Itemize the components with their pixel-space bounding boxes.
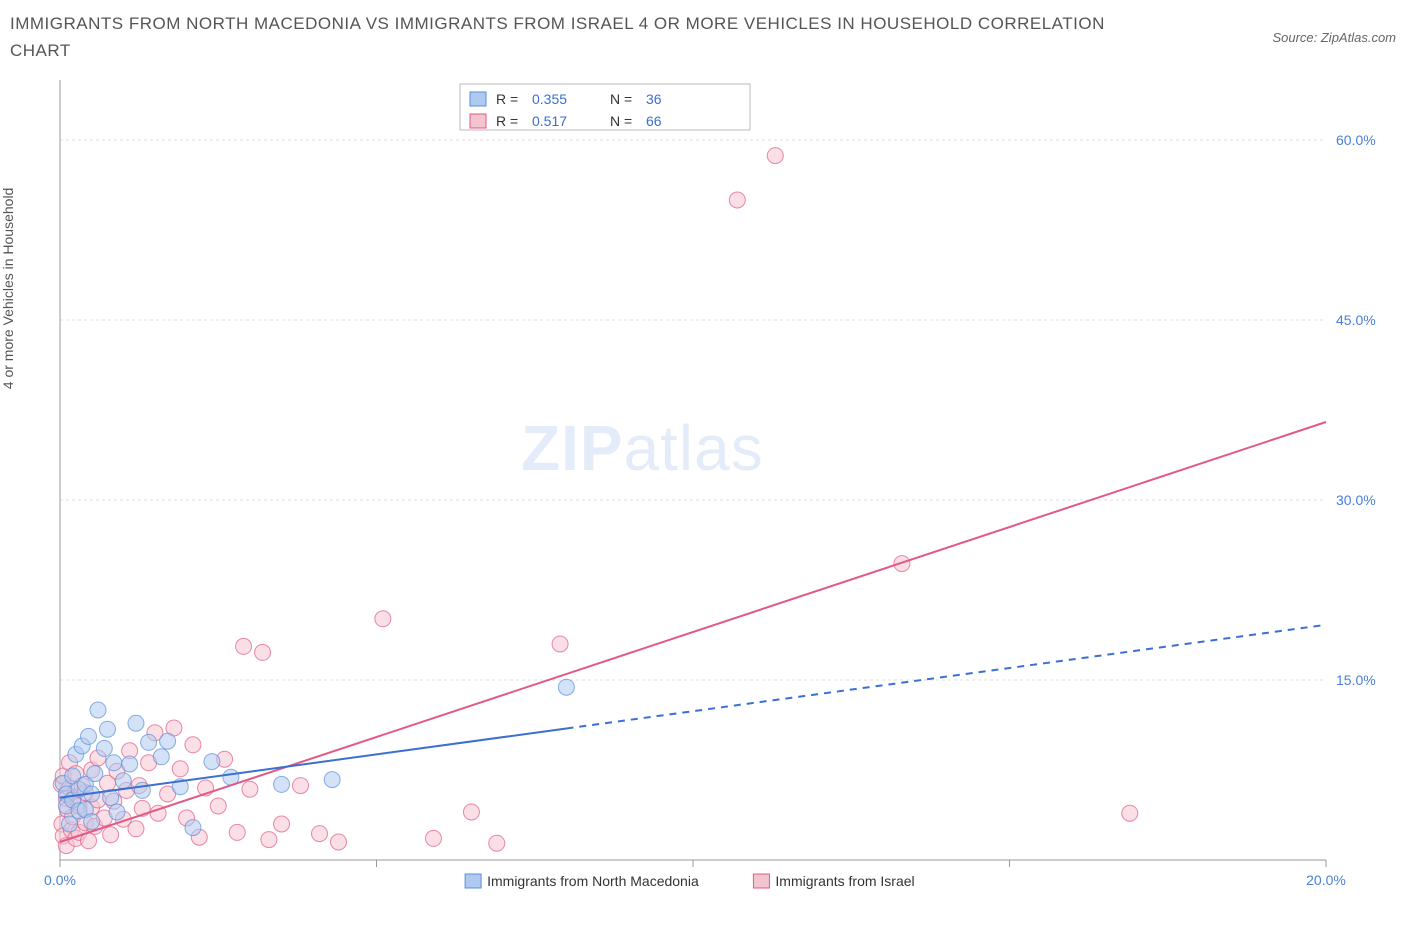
pink-point — [767, 148, 783, 164]
legend-n-value: 66 — [646, 113, 662, 129]
pink-point — [229, 825, 245, 841]
blue-point — [128, 716, 144, 732]
y-tick-label: 30.0% — [1336, 492, 1376, 508]
blue-point — [185, 820, 201, 836]
pink-point — [255, 645, 271, 661]
pink-point — [489, 836, 505, 852]
bottom-legend-label: Immigrants from North Macedonia — [487, 873, 699, 889]
pink-point — [172, 761, 188, 777]
pink-point — [242, 782, 258, 798]
legend-n-label: N = — [610, 91, 632, 107]
blue-point — [99, 722, 115, 738]
watermark: ZIPatlas — [521, 412, 764, 484]
pink-point — [274, 816, 290, 832]
blue-point — [122, 756, 138, 772]
blue-point — [115, 773, 131, 789]
bottom-legend-label: Immigrants from Israel — [775, 873, 914, 889]
bottom-legend-swatch — [465, 874, 481, 888]
blue-point — [558, 680, 574, 696]
blue-point — [106, 755, 122, 771]
blue-point — [87, 766, 103, 782]
pink-point — [103, 827, 119, 843]
y-axis-label: 4 or more Vehicles in Household — [0, 188, 16, 390]
correlation-chart: 15.0% 30.0% 45.0% 60.0% 0.0% 20.0% ZIPatlas R =… — [10, 70, 1396, 910]
legend-swatch — [470, 114, 486, 128]
blue-point — [90, 702, 106, 718]
y-tick-label: 45.0% — [1336, 312, 1376, 328]
blue-point — [153, 749, 169, 765]
pink-point — [463, 804, 479, 820]
x-tick-label: 0.0% — [44, 872, 76, 888]
blue-point — [324, 772, 340, 788]
blue-point — [204, 754, 220, 770]
blue-point — [61, 816, 77, 832]
y-tick-label: 60.0% — [1336, 132, 1376, 148]
blue-point — [160, 734, 176, 750]
x-tick-label: 20.0% — [1306, 872, 1346, 888]
blue-point — [274, 777, 290, 793]
bottom-legend-swatch — [753, 874, 769, 888]
pink-point — [312, 826, 328, 842]
pink-point — [261, 832, 277, 848]
pink-point — [375, 611, 391, 627]
legend-n-value: 36 — [646, 91, 662, 107]
y-tick-label: 15.0% — [1336, 672, 1376, 688]
blue-point — [141, 735, 157, 751]
legend-swatch — [470, 92, 486, 106]
chart-title: IMMIGRANTS FROM NORTH MACEDONIA VS IMMIG… — [10, 10, 1110, 64]
legend-r-label: R = — [496, 113, 518, 129]
blue-point — [109, 804, 125, 820]
legend-n-label: N = — [610, 113, 632, 129]
legend-r-label: R = — [496, 91, 518, 107]
pink-point — [425, 831, 441, 847]
pink-point — [210, 798, 226, 814]
blue-regression-line-dashed — [566, 625, 1326, 729]
pink-point — [729, 192, 745, 208]
pink-point — [128, 821, 144, 837]
pink-point — [185, 737, 201, 753]
pink-point — [552, 636, 568, 652]
pink-point — [331, 834, 347, 850]
legend-r-value: 0.355 — [532, 91, 567, 107]
pink-point — [1122, 806, 1138, 822]
blue-point — [80, 729, 96, 745]
blue-point — [96, 741, 112, 757]
pink-point — [293, 778, 309, 794]
pink-point — [236, 639, 252, 655]
source-label: Source: ZipAtlas.com — [1272, 10, 1396, 45]
pink-regression-line — [60, 422, 1326, 842]
legend-r-value: 0.517 — [532, 113, 567, 129]
blue-point — [84, 814, 100, 830]
